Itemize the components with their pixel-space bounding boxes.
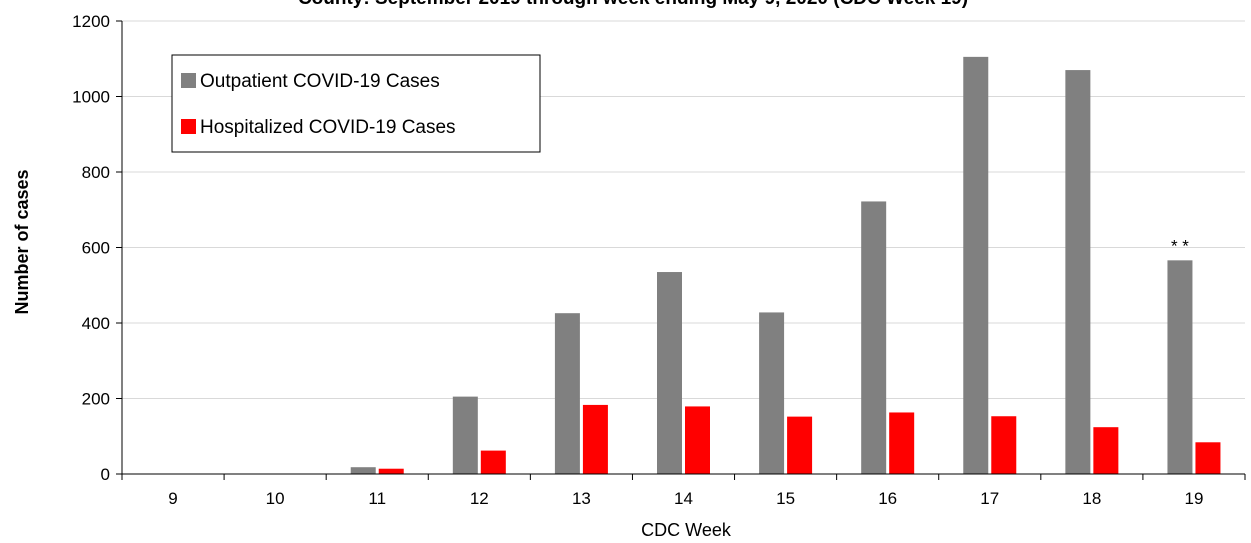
outpatient-bar — [963, 56, 989, 475]
hospitalized-bar — [582, 404, 608, 474]
outpatient-bar — [350, 467, 376, 474]
hospitalized-bar — [1195, 442, 1221, 474]
y-tick-label: 200 — [82, 390, 110, 409]
y-axis-ticks: 0 200 400 600 800 1000 1200 — [72, 12, 122, 484]
outpatient-bar — [1167, 260, 1193, 474]
x-tick-label: 18 — [1082, 489, 1101, 508]
outpatient-bar — [554, 313, 580, 474]
bar-annotation: * * — [1171, 236, 1189, 255]
x-tick-label: 10 — [266, 489, 285, 508]
hospitalized-bar — [787, 416, 813, 474]
x-tick-label: 17 — [980, 489, 999, 508]
x-tick-label: 12 — [470, 489, 489, 508]
hospitalized-bar — [685, 406, 710, 474]
x-tick-label: 9 — [168, 489, 177, 508]
hospitalized-bar — [1093, 427, 1119, 474]
bars — [350, 56, 1221, 475]
hospitalized-bar — [991, 416, 1017, 474]
x-tick-label: 19 — [1184, 489, 1203, 508]
legend-label-outpatient: Outpatient COVID-19 Cases — [200, 71, 440, 92]
y-axis-title: Number of cases — [12, 169, 32, 314]
outpatient-bar — [861, 201, 887, 474]
y-tick-label: 1200 — [72, 12, 110, 31]
legend-box — [171, 54, 541, 153]
outpatient-bar — [759, 312, 785, 474]
legend: Outpatient COVID-19 Cases Hospitalized C… — [171, 54, 541, 153]
x-tick-label: 15 — [776, 489, 795, 508]
hospitalized-bar — [889, 412, 915, 474]
y-tick-label: 400 — [82, 314, 110, 333]
y-tick-label: 800 — [82, 163, 110, 182]
legend-swatch-hospitalized — [181, 119, 196, 134]
outpatient-bar — [657, 272, 682, 474]
hospitalized-bar — [378, 468, 404, 474]
x-tick-label: 13 — [572, 489, 591, 508]
hospitalized-bar — [480, 450, 506, 474]
annotations: * * — [1171, 236, 1189, 255]
y-tick-label: 600 — [82, 239, 110, 258]
x-tick-label: 16 — [878, 489, 897, 508]
x-tick-label: 14 — [674, 489, 693, 508]
y-tick-label: 1000 — [72, 88, 110, 107]
legend-swatch-outpatient — [181, 73, 196, 88]
x-tick-label: 11 — [368, 489, 386, 508]
chart-title: County: September 2019 through week endi… — [298, 0, 968, 9]
x-axis-ticks: 9 10 11 12 13 14 15 16 17 18 19 — [121, 474, 1246, 508]
y-tick-label: 0 — [101, 465, 110, 484]
x-axis-title: CDC Week — [641, 520, 732, 540]
outpatient-bar — [452, 396, 478, 474]
outpatient-bar — [1065, 70, 1091, 474]
legend-label-hospitalized: Hospitalized COVID-19 Cases — [200, 117, 456, 138]
